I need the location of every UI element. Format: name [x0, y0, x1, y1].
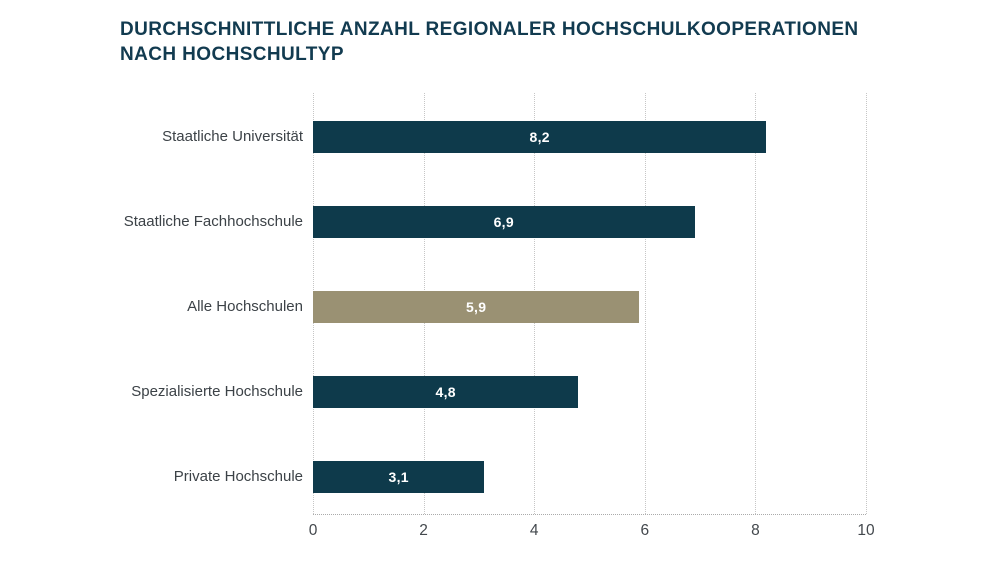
bar-value-label: 5,9 — [465, 299, 487, 315]
category-label: Staatliche Universität — [162, 128, 303, 145]
category-label: Staatliche Fachhochschule — [123, 213, 303, 230]
bar-value-label: 6,9 — [493, 214, 514, 230]
bar: 4,8 — [313, 376, 579, 408]
gridline — [755, 93, 757, 514]
bar: 8,2 — [313, 121, 767, 153]
bar: 3,1 — [313, 461, 485, 493]
bar: 5,9 — [313, 291, 640, 323]
chart-title: DURCHSCHNITTLICHE ANZAHL REGIONALER HOCH… — [120, 19, 859, 65]
x-tick-label: 6 — [640, 522, 650, 539]
gridline — [866, 93, 867, 514]
bar-value-label: 3,1 — [388, 469, 409, 485]
gridline — [644, 93, 646, 514]
x-tick-label: 2 — [419, 522, 428, 539]
category-label: Spezialisierte Hochschule — [131, 383, 303, 400]
category-label: Private Hochschule — [173, 468, 303, 485]
bar: 6,9 — [313, 206, 695, 238]
bar-value-label: 4,8 — [435, 384, 456, 400]
x-tick-label: 8 — [751, 522, 760, 539]
x-tick-label: 10 — [857, 522, 875, 539]
x-tick-label: 0 — [308, 522, 318, 539]
bar-value-label: 8,2 — [529, 129, 550, 145]
category-label: Alle Hochschulen — [187, 298, 303, 315]
x-tick-label: 4 — [529, 522, 539, 539]
